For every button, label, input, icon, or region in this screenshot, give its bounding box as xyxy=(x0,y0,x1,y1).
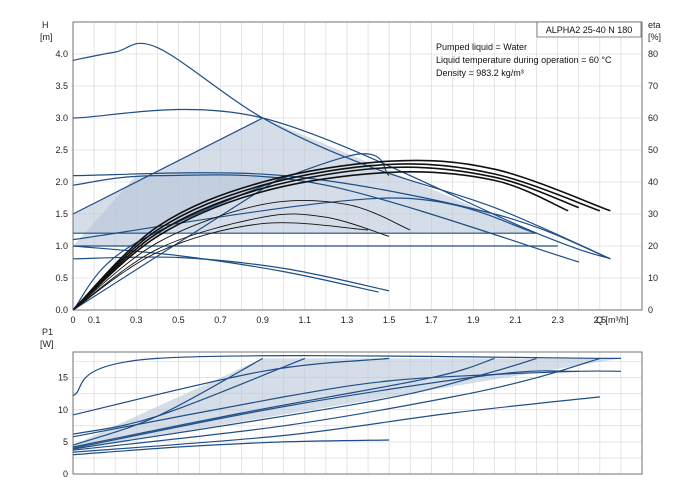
efficiency-curve xyxy=(72,171,569,311)
x-tick-label: 2.1 xyxy=(509,315,522,325)
power-curve xyxy=(72,370,579,438)
y-axis-unit-w: [W] xyxy=(40,339,54,349)
power-curve xyxy=(72,357,495,448)
y-axis-unit-m: [m] xyxy=(40,32,53,42)
efficiency-curve xyxy=(72,159,611,311)
y2-tick-label: 80 xyxy=(648,49,658,59)
power-area xyxy=(73,358,621,450)
y-tick-label: 2.5 xyxy=(55,145,68,155)
efficiency-curves xyxy=(72,159,611,311)
x-tick-label: 2.5 xyxy=(594,315,607,325)
power-curve xyxy=(72,396,600,453)
x-tick-label: 1.9 xyxy=(467,315,480,325)
chart-title: ALPHA2 25-40 N 180 xyxy=(546,25,633,35)
x-tick-label: 1.7 xyxy=(425,315,438,325)
x-tick-label: 0 xyxy=(70,315,75,325)
y2-tick-label: 70 xyxy=(648,81,658,91)
y-tick-label: 2.0 xyxy=(55,177,68,187)
bottom-plot: 0 5 10 15 P1 [W] xyxy=(40,327,643,479)
power-curve xyxy=(72,370,621,449)
x-tick-label: 0.7 xyxy=(214,315,227,325)
x-axis-label-q: Q [m³/h] xyxy=(596,315,629,325)
bottom-plot-frame xyxy=(72,351,643,475)
annotation-liquid-temperature: Liquid temperature during operation = 60… xyxy=(436,55,612,65)
head-curve xyxy=(72,42,611,260)
top-plot-frame xyxy=(72,21,643,311)
head-curve xyxy=(72,256,390,292)
head-curve xyxy=(72,117,263,215)
x-tick-label: 0.5 xyxy=(172,315,185,325)
power-curve xyxy=(72,357,601,451)
y-tick-label: 5 xyxy=(63,437,68,447)
y-tick-label: 1.0 xyxy=(55,241,68,251)
y-tick-label: 3.5 xyxy=(55,81,68,91)
y-tick-label: 1.5 xyxy=(55,209,68,219)
bottom-ticks: 0 5 10 15 xyxy=(58,373,68,479)
power-curve xyxy=(72,357,263,446)
x-tick-label: 1.1 xyxy=(299,315,312,325)
y-axis-label-p1: P1 xyxy=(42,327,53,337)
efficiency-curve xyxy=(72,166,580,311)
y-tick-label: 15 xyxy=(58,373,68,383)
x-tick-label: 0.9 xyxy=(256,315,269,325)
y2-tick-label: 10 xyxy=(648,273,658,283)
y2-tick-label: 50 xyxy=(648,145,658,155)
efficiency-curve xyxy=(72,199,411,311)
y-tick-label: 0 xyxy=(63,469,68,479)
operating-area xyxy=(73,175,284,246)
power-curves xyxy=(72,355,621,456)
efficiency-curve xyxy=(72,213,390,311)
head-curve xyxy=(72,172,611,260)
efficiency-curve xyxy=(72,222,369,311)
x-tick-label: 1.3 xyxy=(341,315,354,325)
power-curve xyxy=(72,357,537,450)
head-curve xyxy=(72,175,285,311)
y2-tick-label: 40 xyxy=(648,177,658,187)
title-box xyxy=(536,21,642,38)
y-axis-label-h: H xyxy=(42,20,49,30)
head-curve xyxy=(72,245,379,293)
x-tick-label: 0.1 xyxy=(88,315,101,325)
y2-tick-label: 20 xyxy=(648,241,658,251)
y2-axis-unit-percent: [%] xyxy=(648,32,661,42)
power-curve xyxy=(72,357,390,416)
x-tick-label: 2.3 xyxy=(551,315,564,325)
y2-tick-label: 60 xyxy=(648,113,658,123)
head-curve xyxy=(72,108,611,260)
y-tick-label: 10 xyxy=(58,405,68,415)
y-tick-label: 3.0 xyxy=(55,113,68,123)
head-curve xyxy=(72,197,537,241)
annotation-pumped-liquid: Pumped liquid = Water xyxy=(436,42,527,52)
top-ticks: 0 0.1 0.3 0.5 0.7 0.9 1.1 1.3 1.5 1.7 1.9 2.1 2.3 2.5… xyxy=(55,49,658,325)
y-tick-label: 4.0 xyxy=(55,49,68,59)
y2-tick-label: 30 xyxy=(648,209,658,219)
y-tick-label: 0.0 xyxy=(55,305,68,315)
x-tick-label: 1.5 xyxy=(383,315,396,325)
bottom-shaded-area xyxy=(73,358,621,450)
x-tick-label: 0.3 xyxy=(130,315,143,325)
power-curve xyxy=(72,355,621,397)
efficiency-curve xyxy=(72,163,601,311)
top-plot: 0 0.1 0.3 0.5 0.7 0.9 1.1 1.3 1.5 1.7 1.9 2.1 2.3 2.5… xyxy=(40,20,661,325)
y2-tick-label: 0 xyxy=(648,305,653,315)
annotation-density: Density = 983.2 kg/m³ xyxy=(436,68,524,78)
y-tick-label: 0.5 xyxy=(55,273,68,283)
power-curve xyxy=(72,439,390,456)
y2-axis-label-eta: eta xyxy=(648,20,661,30)
